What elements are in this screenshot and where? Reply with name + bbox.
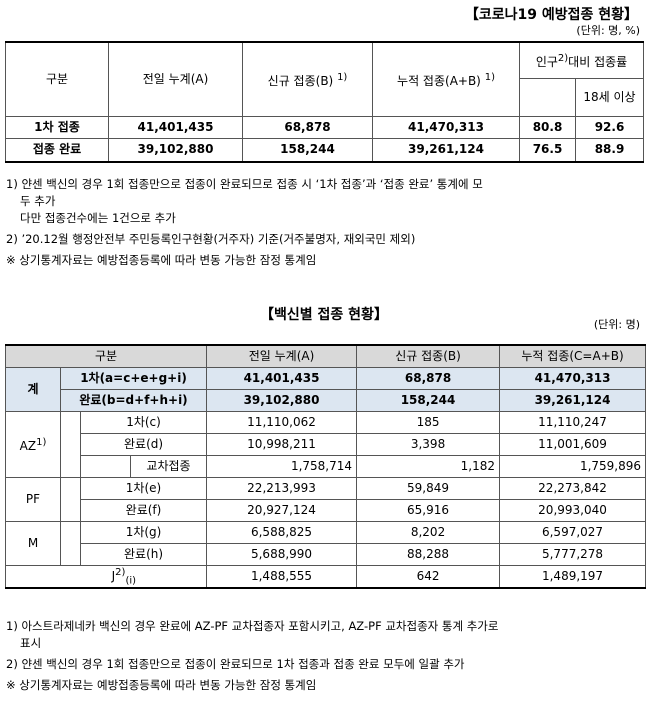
t2-header-prev: 전일 누계(A) xyxy=(206,344,358,368)
table1-unit: (단위: 명, %) xyxy=(576,24,640,37)
table2-unit: (단위: 명) xyxy=(593,318,640,331)
header-category: 구분 xyxy=(5,41,109,117)
header-pop-blank xyxy=(519,77,576,117)
vaccination-status-table: 구분 전일 누계(A) 신규 접종(B) 1) 누적 접종(A+B) 1) 인구… xyxy=(5,41,644,163)
note: 2) ’20.12월 행정안전부 주민등록인구현황(거주자) 기준(거주불명자,… xyxy=(6,232,416,246)
t2-header-new: 신규 접종(B) xyxy=(356,344,501,368)
header-new: 신규 접종(B) 1) xyxy=(242,41,373,117)
note: 다만 접종건수에는 1건으로 추가 xyxy=(20,211,176,225)
t2-header-category: 구분 xyxy=(4,344,208,368)
pf-label: PF xyxy=(5,477,61,522)
note: 1) 아스트라제네카 백신의 경우 완료에 AZ-PF 교차접종자 포함시키고,… xyxy=(6,619,499,633)
table-row: 접종 완료 39,102,880 158,244 39,261,124 76.5… xyxy=(5,137,644,163)
table1-notes: 1) 얀센 백신의 경우 1회 접종만으로 접종이 완료되므로 접종 시 ‘1차… xyxy=(6,176,483,269)
table1-title: 【코로나19 예방접종 현황】 xyxy=(464,7,638,23)
note: 1) 얀센 백신의 경우 1회 접종만으로 접종이 완료되므로 접종 시 ‘1차… xyxy=(6,177,483,191)
header-age18: 18세 이상 xyxy=(575,77,644,117)
az-label: AZ1) xyxy=(5,411,61,478)
header-cum: 누적 접종(A+B) 1) xyxy=(372,41,520,117)
header-pop-rate: 인구2)대비 접종률 xyxy=(519,41,644,79)
table-row: 1차 접종 41,401,435 68,878 41,470,313 80.8 … xyxy=(5,115,644,139)
note: ※ 상기통계자료는 예방접종등록에 따라 변동 가능한 잠정 통계임 xyxy=(6,253,317,267)
note: 두 추가 xyxy=(20,194,56,208)
total-label: 계 xyxy=(5,367,61,412)
note: 2) 얀센 백신의 경우 1회 접종만으로 접종이 완료되므로 1차 접종과 접… xyxy=(6,657,465,671)
note: 표시 xyxy=(20,636,42,650)
m-label: M xyxy=(5,521,61,566)
table2-notes: 1) 아스트라제네카 백신의 경우 완료에 AZ-PF 교차접종자 포함시키고,… xyxy=(6,618,498,694)
header-prev: 전일 누계(A) xyxy=(108,41,243,117)
note: ※ 상기통계자료는 예방접종등록에 따라 변동 가능한 잠정 통계임 xyxy=(6,678,317,692)
table2-title: 【백신별 접종 현황】 xyxy=(260,307,388,323)
t2-header-cum: 누적 접종(C=A+B) xyxy=(499,344,647,368)
j-label: J2)(i) xyxy=(4,565,208,589)
vaccine-by-type-table: 구분 전일 누계(A) 신규 접종(B) 누적 접종(C=A+B) 계 1차(a… xyxy=(4,344,647,589)
